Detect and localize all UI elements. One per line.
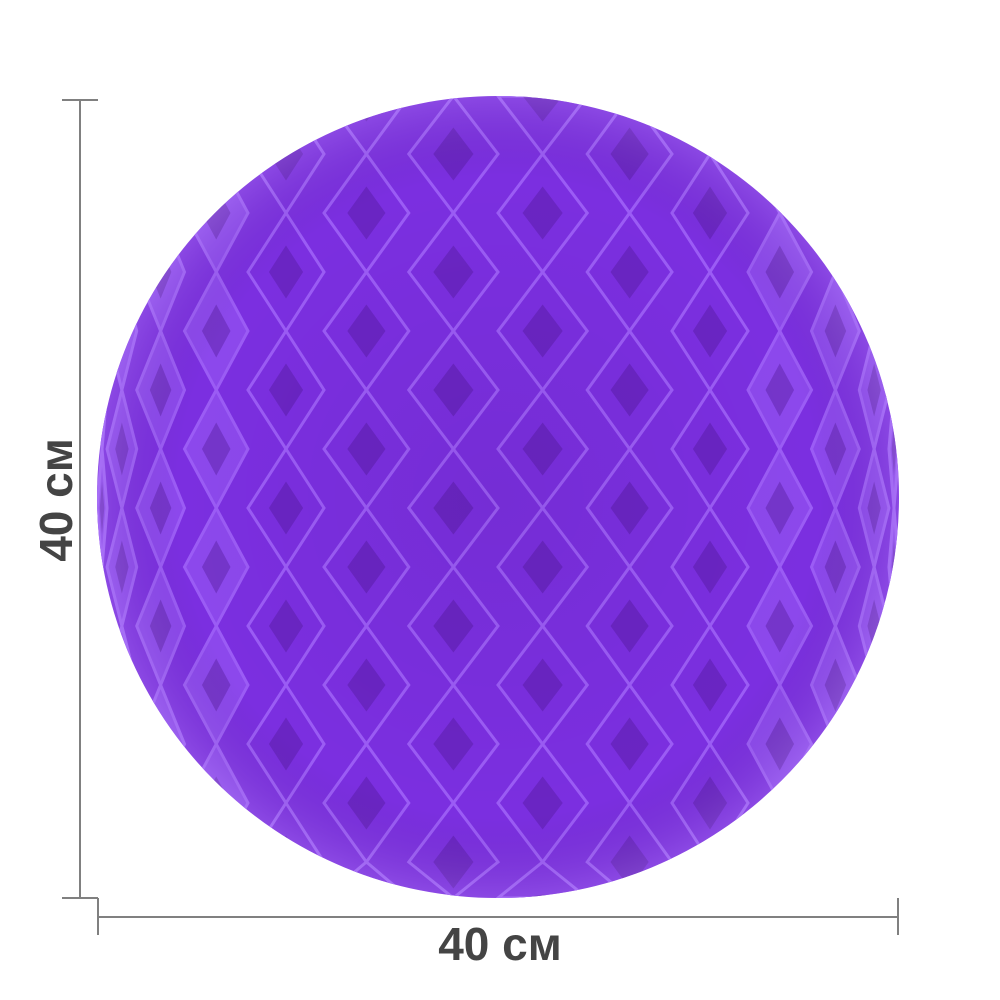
- honeycomb-cell: [746, 799, 814, 898]
- honeycomb-cell-shadow: [99, 599, 105, 653]
- honeycomb-cell: [809, 740, 861, 866]
- honeycomb-cell-shadow: [765, 127, 795, 181]
- honeycomb-cell: [105, 96, 139, 155]
- honeycomb-cell-shadow: [867, 127, 881, 181]
- honeycomb-cell: [105, 153, 139, 273]
- honeycomb-cell: [104, 858, 139, 898]
- honeycomb-cell: [887, 96, 899, 155]
- honeycomb-cell: [181, 96, 251, 158]
- honeycomb-cell-shadow: [824, 776, 847, 830]
- honeycomb-cell-shadow: [765, 835, 795, 889]
- honeycomb-cell-shadow: [347, 894, 386, 898]
- honeycomb-cell-shadow: [692, 96, 728, 122]
- honeycomb-cell-shadow: [824, 894, 847, 898]
- honeycomb-cell-shadow: [99, 127, 105, 181]
- honeycomb-cell: [857, 212, 891, 332]
- honeycomb-cell: [135, 799, 187, 898]
- honeycomb-cell-shadow: [891, 304, 897, 358]
- ball-shading: [97, 96, 899, 898]
- honeycomb-cell-shadow: [149, 717, 172, 771]
- honeycomb-cell-shadow: [891, 186, 897, 240]
- honeycomb-cell-shadow: [99, 245, 105, 299]
- honeycomb-cell-shadow: [824, 186, 847, 240]
- honeycomb-cell-shadow: [201, 894, 231, 898]
- honeycomb-cell: [97, 96, 109, 214]
- honeycomb-cell-shadow: [115, 658, 129, 712]
- honeycomb-cell: [181, 859, 252, 898]
- honeycomb-cell-shadow: [99, 717, 105, 771]
- honeycomb-cell: [135, 96, 187, 217]
- honeycomb-cell: [857, 802, 891, 898]
- honeycomb-cell: [809, 150, 861, 276]
- height-label: 40 см: [30, 438, 82, 562]
- honeycomb-cell-shadow: [891, 776, 897, 830]
- honeycomb-cell-shadow: [115, 894, 129, 898]
- honeycomb-cell-shadow: [115, 776, 129, 830]
- dimension-lines: [62, 99, 899, 935]
- honeycomb-cell-shadow: [115, 96, 129, 122]
- honeycomb-cell: [668, 859, 752, 898]
- honeycomb-cell: [857, 684, 891, 804]
- honeycomb-cell-shadow: [824, 96, 847, 122]
- honeycomb-cell-shadow: [115, 186, 129, 240]
- honeycomb-cell: [105, 743, 139, 863]
- width-label: 40 см: [438, 918, 562, 970]
- honeycomb-cell-shadow: [149, 835, 172, 889]
- honeycomb-cell-shadow: [891, 658, 897, 712]
- honeycomb-cell: [97, 802, 109, 898]
- honeycomb-cell: [887, 153, 899, 273]
- honeycomb-cell: [97, 212, 109, 332]
- honeycomb-cell-shadow: [149, 127, 172, 181]
- honeycomb-cell: [887, 861, 899, 898]
- honeycomb-cell-shadow: [891, 894, 897, 898]
- honeycomb-cell: [887, 743, 899, 863]
- honeycomb-cell: [887, 625, 899, 745]
- honeycomb-cell-shadow: [99, 363, 105, 417]
- honeycomb-cell: [97, 684, 109, 804]
- honeycomb-cell-shadow: [867, 835, 881, 889]
- honeycomb-cell: [97, 566, 109, 686]
- honeycomb-cell: [808, 859, 863, 898]
- honeycomb-cell: [857, 96, 891, 214]
- honeycomb-cell: [887, 271, 899, 391]
- honeycomb-cell-shadow: [201, 96, 231, 122]
- honeycomb-cell-shadow: [867, 245, 881, 299]
- honeycomb-cell-shadow: [891, 96, 897, 122]
- honeycomb-cell-shadow: [99, 835, 105, 889]
- honeycomb-cell: [809, 96, 862, 158]
- honeycomb-cell-shadow: [692, 894, 728, 898]
- honeycomb-cell-shadow: [867, 717, 881, 771]
